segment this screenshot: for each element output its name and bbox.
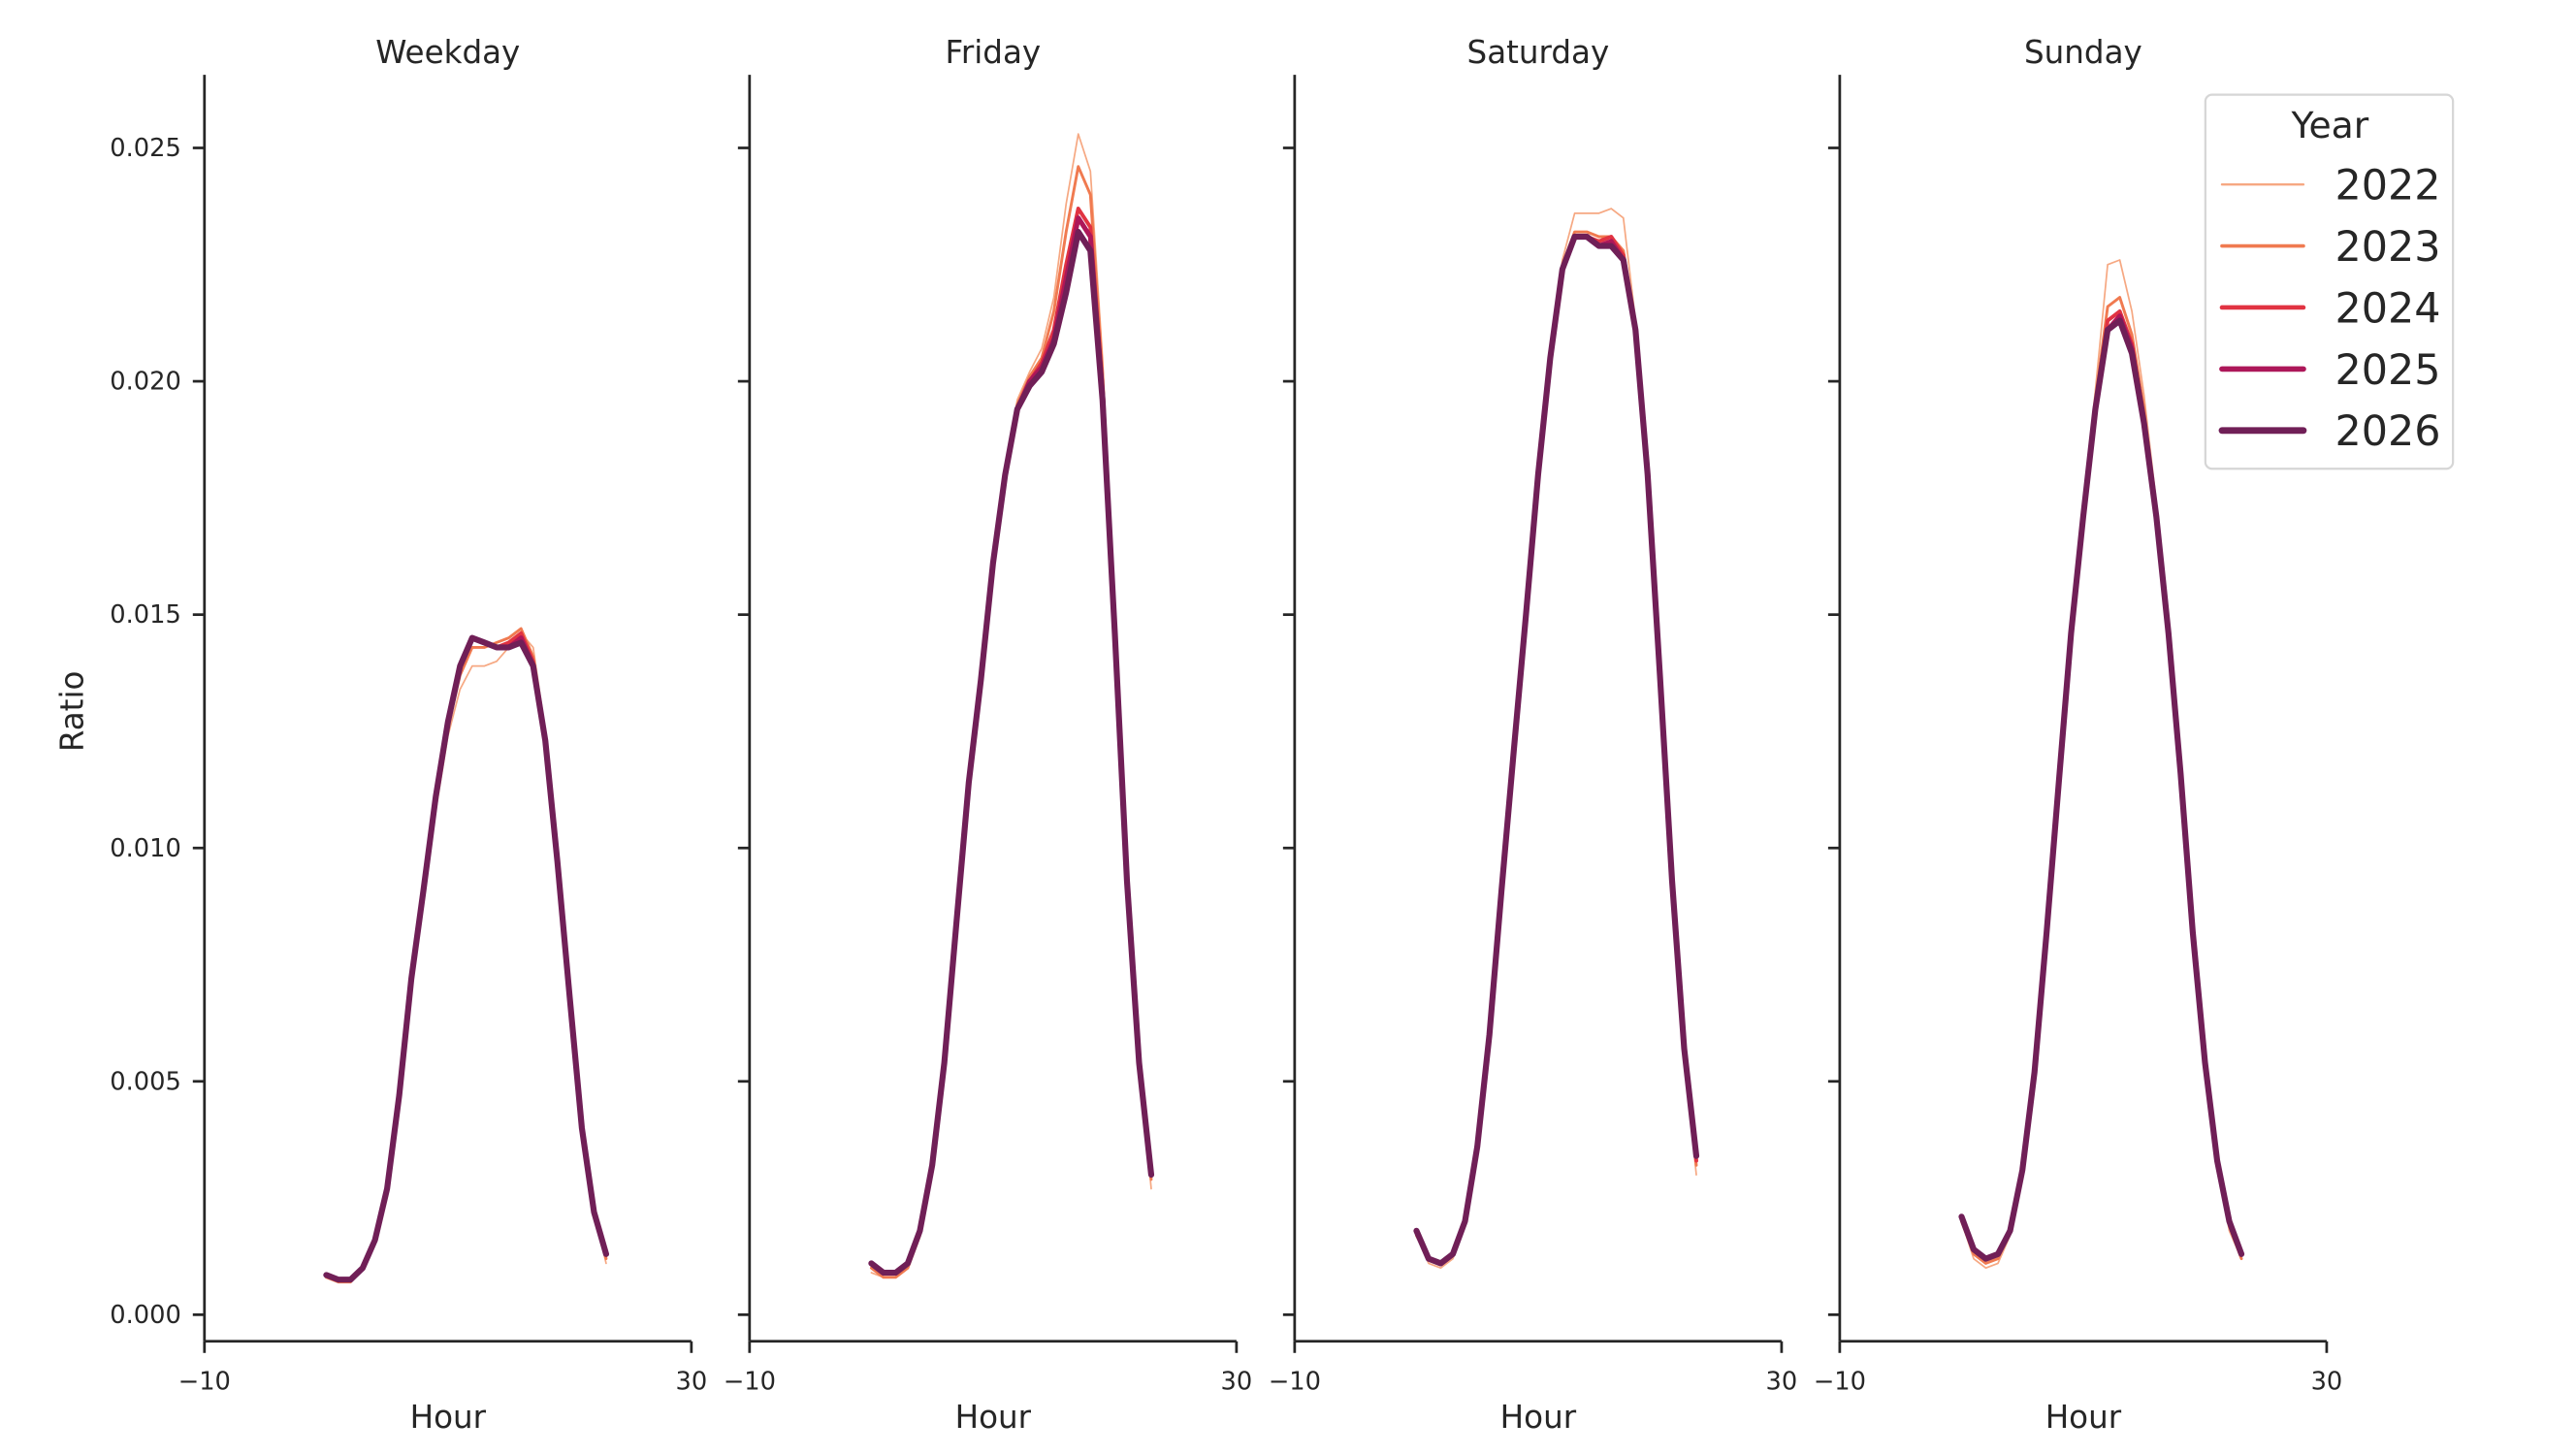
series-line-2026 — [868, 228, 1155, 1277]
legend: Year 2022 2023 2024 2025 2026 — [2204, 93, 2455, 470]
x-axis-label: Hour — [955, 1399, 1032, 1436]
panel-title: Friday — [946, 34, 1042, 71]
series-line-2022 — [870, 133, 1152, 1278]
panel-title: Weekday — [375, 34, 520, 71]
series-line-2024 — [869, 207, 1153, 1275]
legend-label: 2026 — [2335, 407, 2441, 456]
series-line-2022 — [1960, 259, 2242, 1270]
panel-sunday: Sunday −10 30 Hour — [1814, 34, 2343, 1436]
y-tick-label: 0.025 — [110, 134, 181, 163]
y-tick-label: 0.005 — [110, 1067, 181, 1096]
x-tick-label: 30 — [676, 1367, 708, 1396]
y-tick-label: 0.010 — [110, 834, 181, 863]
legend-frame — [2204, 93, 2455, 470]
series-line-2025 — [868, 215, 1154, 1276]
x-tick-label: 30 — [2311, 1367, 2343, 1396]
series-line-2026 — [1413, 233, 1700, 1267]
legend-label: 2025 — [2335, 346, 2441, 395]
x-axis-label: Hour — [2045, 1399, 2122, 1436]
series-line-2025 — [1413, 234, 1699, 1266]
series-line-2023 — [1414, 230, 1698, 1265]
x-tick-label: −10 — [178, 1367, 231, 1396]
series-line-2026 — [323, 634, 610, 1283]
series-line-2025 — [1958, 313, 2244, 1262]
panel-title: Saturday — [1467, 34, 1610, 71]
x-tick-label: 30 — [1221, 1367, 1253, 1396]
x-axis-label: Hour — [410, 1399, 487, 1436]
panel-friday: Friday −10 30 Hour — [724, 34, 1253, 1436]
x-axis-label: Hour — [1500, 1399, 1577, 1436]
panel-weekday: Weekday 0.000 0.005 0.010 0.015 0.020 0.025 −10… — [110, 34, 707, 1436]
legend-label: 2024 — [2335, 284, 2441, 333]
legend-label: 2022 — [2335, 162, 2441, 210]
series-line-2026 — [1958, 317, 2245, 1262]
series-line-2024 — [1959, 308, 2244, 1261]
y-tick-label: 0.015 — [110, 600, 181, 630]
y-axis-label: Ratio — [54, 671, 91, 753]
series-line-2023 — [869, 165, 1153, 1279]
series-line-2023 — [1960, 296, 2243, 1265]
x-tick-label: −10 — [1814, 1367, 1866, 1396]
x-tick-label: −10 — [724, 1367, 776, 1396]
panel-title: Sunday — [2024, 34, 2142, 71]
series-line-2024 — [1414, 235, 1698, 1266]
y-tick-label: 0.000 — [110, 1301, 181, 1330]
panel-saturday: Saturday −10 30 Hour — [1269, 34, 1798, 1436]
x-tick-label: −10 — [1269, 1367, 1321, 1396]
legend-title: Year — [2290, 104, 2368, 146]
x-tick-label: 30 — [1766, 1367, 1798, 1396]
y-tick-label: 0.020 — [110, 368, 181, 397]
legend-label: 2023 — [2335, 223, 2441, 272]
series-line-2022 — [1415, 208, 1697, 1270]
